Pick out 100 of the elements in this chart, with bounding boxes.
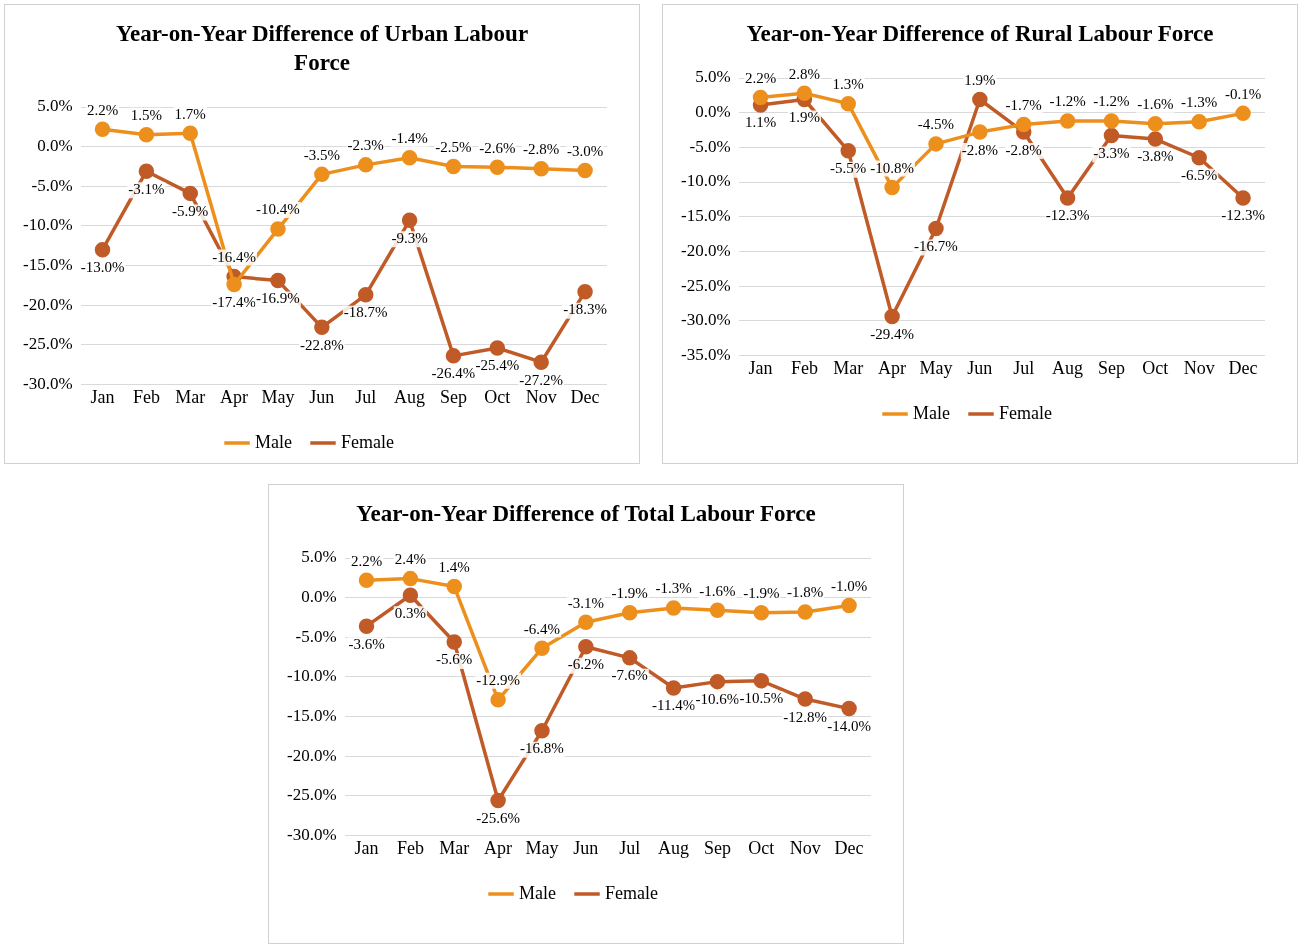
point [1191,150,1207,166]
x-tick-label: Apr [220,386,249,407]
x-tick-label: Feb [790,357,818,378]
y-tick-label: -20.0% [680,240,731,260]
data-label: 2.4% [394,551,426,568]
point [490,792,506,809]
data-label: -1.3% [655,580,692,597]
x-tick-label: Jan [748,357,773,378]
point [94,241,111,258]
x-tick-label: Sep [439,386,467,407]
data-label: -1.2% [1049,93,1086,110]
data-label: 1.5% [130,107,162,124]
legend-label: Female [341,431,394,452]
x-tick-label: Jan [90,386,115,407]
x-tick-label: Mar [439,837,470,858]
point [709,673,726,690]
y-tick-label: -5.0% [689,136,731,156]
point [182,185,198,202]
data-label: -5.5% [830,160,867,177]
point [1191,113,1207,130]
y-tick-label: -15.0% [22,254,73,274]
data-label: -0.1% [1224,85,1262,102]
data-label: -17.4% [212,293,256,310]
y-tick-label: -30.0% [680,310,731,330]
data-label: -16.9% [256,290,300,307]
data-label: 2.2% [350,552,383,569]
point [1059,190,1076,206]
point [138,163,155,179]
data-label: -1.3% [1181,94,1218,111]
point [1147,131,1164,147]
data-label: -1.8% [787,584,824,601]
point [752,89,769,106]
x-tick-label: Feb [396,837,424,858]
point [972,91,988,108]
data-label: -5.6% [436,651,473,668]
y-tick-label: -10.0% [286,666,337,686]
chart-title: Year-on-Year Difference of Urban Labour Force [114,20,530,77]
point [928,220,944,237]
data-label: -3.1% [128,180,165,197]
data-label: -7.6% [611,667,648,684]
legend-label: Male [519,882,557,903]
data-label: 1.7% [174,105,206,122]
y-tick-label: -10.0% [22,215,73,235]
data-label: -12.8% [783,708,828,725]
point [796,85,813,102]
data-label: -1.2% [1093,93,1130,110]
y-tick-label: -35.0% [680,344,731,364]
y-tick-label: -25.0% [286,785,337,805]
data-label: -13.0% [80,259,125,276]
point [94,121,111,137]
data-label: -1.7% [1005,96,1042,113]
point [797,604,813,620]
y-tick-label: -15.0% [286,705,337,725]
point [314,166,330,183]
data-label: -6.2% [567,656,604,673]
x-tick-label: Jul [1013,357,1035,378]
data-label: -2.6% [479,139,516,156]
data-label: -14.0% [827,718,871,735]
point [533,354,549,370]
data-label: -9.3% [391,229,428,246]
x-tick-label: Nov [525,386,557,407]
x-tick-label: May [525,837,559,858]
data-label: -16.4% [212,249,256,266]
data-label: 1.9% [788,108,820,125]
point [270,272,286,289]
data-label: -2.8% [523,141,560,158]
point [489,159,506,175]
x-tick-label: Aug [394,386,426,407]
x-tick-label: May [919,357,953,378]
data-label: -3.8% [1137,148,1174,165]
x-tick-label: Jun [967,357,993,378]
x-tick-label: Nov [789,837,821,858]
point [401,212,418,229]
point [753,673,770,689]
point [402,570,419,587]
point [314,319,330,336]
point [1235,105,1251,122]
y-tick-label: -25.0% [22,334,73,354]
data-label: -1.9% [611,585,648,602]
point [270,221,286,237]
point [445,348,462,364]
data-label: -25.4% [475,357,520,374]
point [578,639,594,655]
x-tick-label: Dec [834,837,864,858]
point [841,597,857,614]
legend-label: Female [605,882,658,903]
y-tick-label: -30.0% [22,373,73,393]
point [182,125,198,141]
point [840,143,856,159]
point [972,124,988,140]
y-tick-label: -30.0% [286,824,337,844]
x-tick-label: Feb [132,386,160,407]
x-tick-label: Mar [175,386,206,407]
point [1015,116,1032,133]
x-tick-label: Jun [573,837,599,858]
x-tick-label: Oct [1142,357,1169,378]
x-tick-label: Sep [703,837,731,858]
x-tick-label: Apr [878,357,907,378]
data-label: -1.6% [699,582,736,599]
data-label: -2.8% [961,141,998,158]
